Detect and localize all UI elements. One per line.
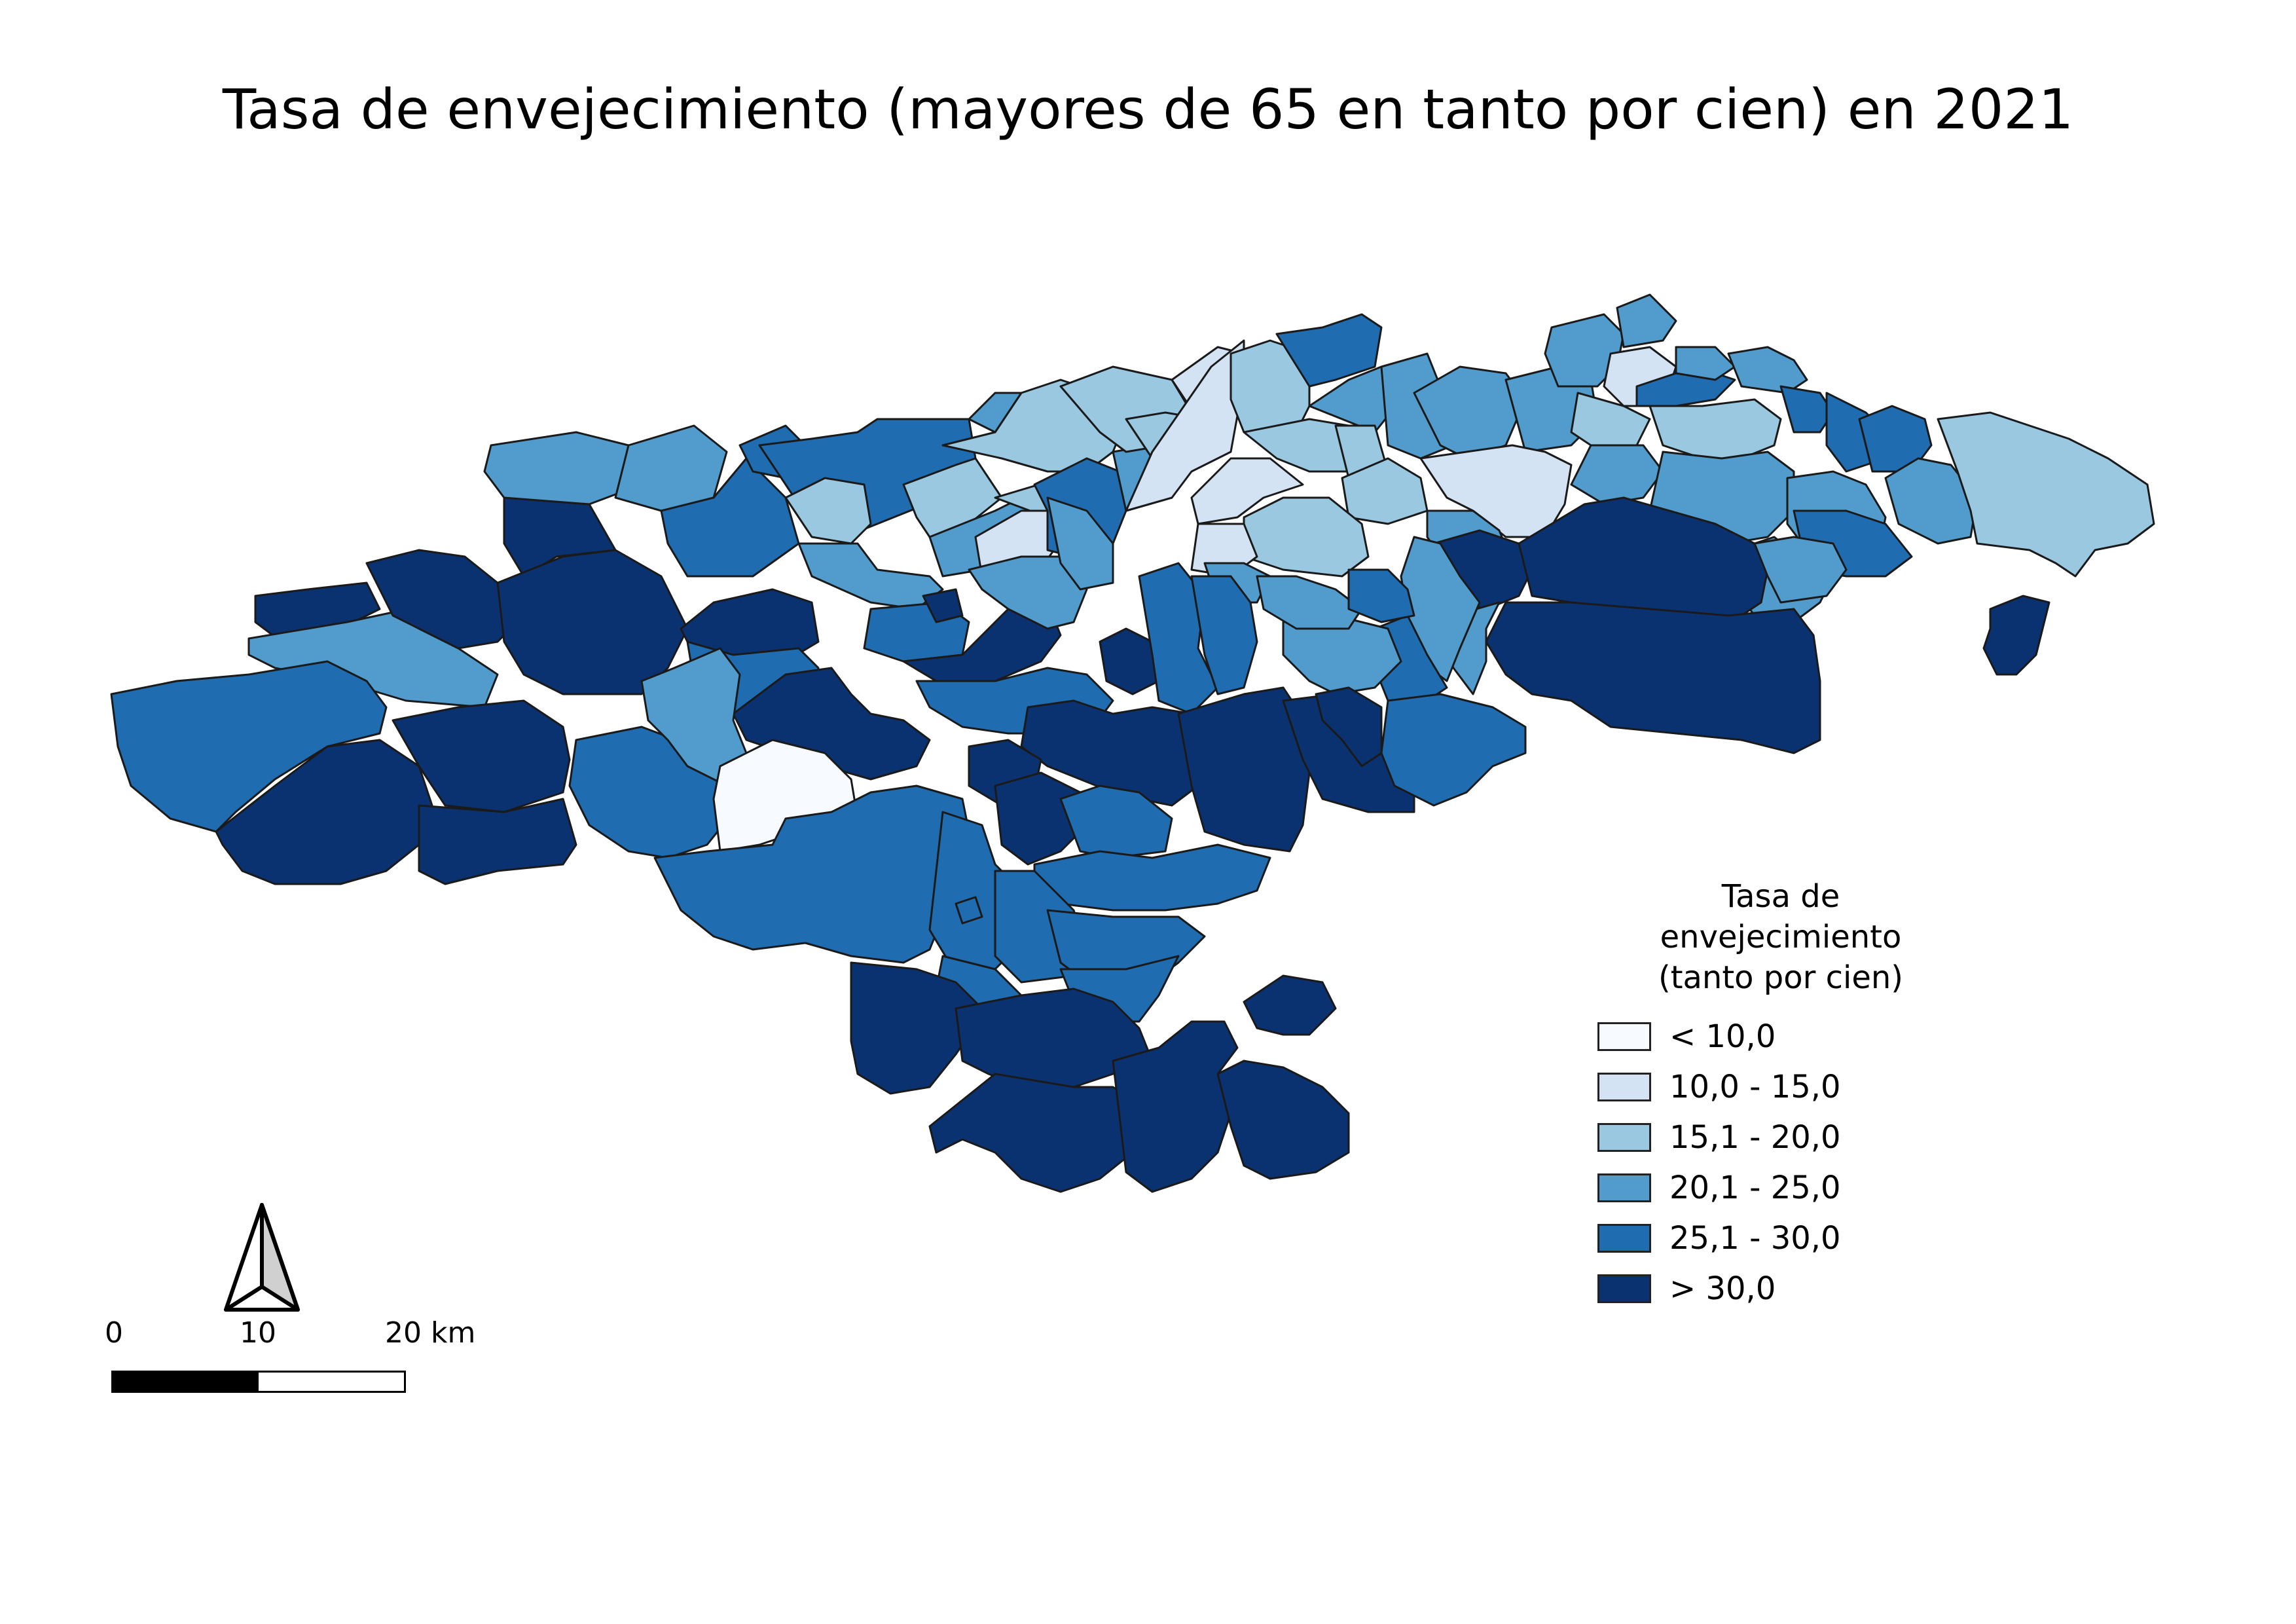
map-legend: Tasa de envejecimiento (tanto por cien) …	[1597, 876, 1964, 1314]
legend-item: 20,1 - 25,0	[1597, 1162, 1964, 1213]
municipality-region	[1419, 444, 1573, 538]
municipality-region	[797, 542, 944, 610]
municipality-region	[1982, 595, 2050, 676]
municipality-region	[1033, 843, 1271, 912]
municipality-region	[1059, 784, 1173, 859]
legend-swatch	[1597, 1173, 1651, 1202]
municipality-region	[1675, 346, 1736, 381]
municipality-region	[1649, 398, 1782, 460]
municipality-region	[1616, 293, 1677, 348]
municipality-region	[1413, 365, 1527, 460]
legend-item: > 30,0	[1597, 1263, 1964, 1314]
municipality-region	[1779, 385, 1834, 434]
municipality-region	[1177, 686, 1311, 853]
municipality-region	[1485, 601, 1821, 754]
legend-label: < 10,0	[1669, 1018, 1776, 1055]
municipality-region	[1243, 974, 1337, 1036]
legend-item: 15,1 - 20,0	[1597, 1112, 1964, 1162]
municipality-region	[496, 549, 689, 695]
municipality-region	[1380, 693, 1527, 807]
legend-label: 25,1 - 30,0	[1669, 1219, 1841, 1257]
municipality-region	[968, 555, 1088, 630]
municipality-region	[784, 477, 872, 545]
municipality-region	[1727, 346, 1808, 394]
municipality-region	[1858, 405, 1933, 473]
legend-item: 10,0 - 15,0	[1597, 1061, 1964, 1112]
municipality-region	[418, 798, 577, 885]
legend-title-line1: Tasa de envejecimiento	[1660, 878, 1902, 955]
legend-label: > 30,0	[1669, 1270, 1776, 1307]
municipality-region	[850, 961, 983, 1095]
scale-bar-graphic	[111, 1371, 406, 1393]
scale-label-20: 20 km	[385, 1316, 476, 1350]
map-title: Tasa de envejecimiento (mayores de 65 en…	[222, 77, 2074, 141]
municipality-region	[1315, 686, 1383, 767]
municipality-region	[1046, 496, 1114, 591]
legend-swatch	[1597, 1072, 1651, 1101]
legend-label: 10,0 - 15,0	[1669, 1068, 1841, 1105]
legend-item: < 10,0	[1597, 1011, 1964, 1061]
legend-swatch	[1597, 1223, 1651, 1253]
municipality-region	[922, 588, 964, 623]
north-arrow-icon	[224, 1203, 300, 1312]
municipality-region	[392, 699, 571, 813]
municipality-region	[1347, 568, 1415, 623]
legend-label: 20,1 - 25,0	[1669, 1169, 1841, 1206]
municipality-region	[1243, 496, 1370, 578]
municipality-region	[1020, 699, 1206, 807]
legend-item: 25,1 - 30,0	[1597, 1213, 1964, 1263]
legend-swatch	[1597, 1022, 1651, 1051]
municipality-region	[1190, 457, 1304, 525]
municipality-region	[1570, 444, 1664, 506]
legend-title-line2: (tanto por cien)	[1658, 959, 1904, 996]
municipality-region	[1256, 575, 1363, 630]
municipality-region	[994, 771, 1088, 866]
scale-label-10: 10	[240, 1316, 276, 1350]
municipality-region	[1753, 536, 1848, 604]
legend-title: Tasa de envejecimiento (tanto por cien)	[1597, 876, 1964, 998]
municipality-region	[247, 611, 499, 709]
municipality-region	[1216, 1060, 1350, 1180]
legend-swatch	[1597, 1274, 1651, 1303]
municipality-region	[1937, 411, 2155, 578]
municipality-region	[1230, 339, 1311, 434]
municipality-region	[968, 392, 1023, 434]
municipality-region	[928, 1073, 1154, 1193]
legend-label: 15,1 - 20,0	[1669, 1118, 1841, 1156]
scale-bar-black-segment	[113, 1373, 259, 1391]
municipality-region	[1275, 313, 1383, 388]
scale-label-0: 0	[105, 1316, 123, 1350]
municipality-region	[1190, 575, 1258, 695]
legend-swatch	[1597, 1122, 1651, 1152]
municipality-region	[955, 896, 983, 925]
